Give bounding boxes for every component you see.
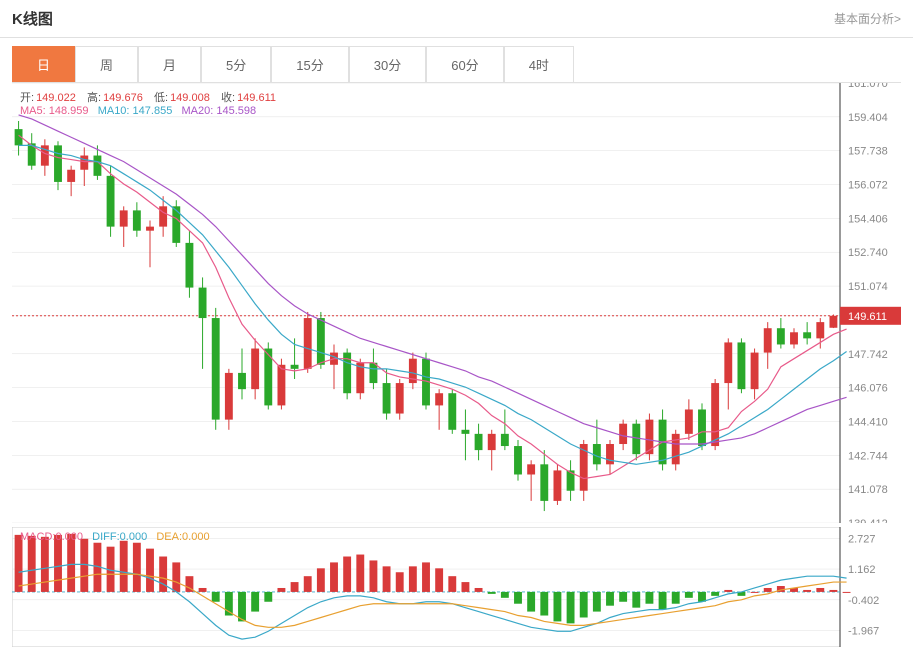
tab-5分[interactable]: 5分 — [201, 46, 271, 82]
main-chart: 开:149.022 高:149.676 低:149.008 收:149.611 … — [12, 83, 901, 523]
candlestick-chart[interactable]: 161.070 159.404 157.738 156.072 154.406 152.7… — [12, 83, 901, 523]
svg-text:151.074: 151.074 — [848, 281, 888, 293]
tab-周[interactable]: 周 — [75, 46, 138, 82]
svg-text:142.744: 142.744 — [848, 450, 888, 462]
tab-60分[interactable]: 60分 — [426, 46, 503, 82]
svg-text:141.078: 141.078 — [848, 484, 888, 496]
ohlc-readout: 开:149.022 高:149.676 低:149.008 收:149.611 — [20, 89, 278, 105]
tab-15分[interactable]: 15分 — [271, 46, 348, 82]
svg-text:149.611: 149.611 — [848, 311, 887, 323]
svg-text:159.404: 159.404 — [848, 112, 888, 124]
svg-text:152.740: 152.740 — [848, 247, 888, 259]
tab-4时[interactable]: 4时 — [504, 46, 574, 82]
analysis-link[interactable]: 基本面分析> — [834, 10, 901, 27]
svg-text:154.406: 154.406 — [848, 213, 888, 225]
ma-readout: MA5: 148.959 MA10: 147.855 MA20: 145.598 — [20, 105, 256, 117]
svg-text:2.727: 2.727 — [848, 533, 876, 545]
tab-日[interactable]: 日 — [12, 46, 75, 82]
timeframe-tabs: 日周月5分15分30分60分4时 — [12, 46, 901, 83]
macd-chart: MACD:0.000 DIFF:0.000 DEA:0.000 2.727 1.1… — [12, 527, 901, 647]
chart-header: K线图 基本面分析> — [0, 0, 913, 38]
svg-text:-0.402: -0.402 — [848, 595, 879, 607]
svg-text:161.070: 161.070 — [848, 83, 888, 90]
svg-text:156.072: 156.072 — [848, 180, 888, 192]
tab-月[interactable]: 月 — [138, 46, 201, 82]
tab-30分[interactable]: 30分 — [349, 46, 426, 82]
svg-text:144.410: 144.410 — [848, 416, 888, 428]
svg-text:157.738: 157.738 — [848, 146, 888, 158]
svg-text:147.742: 147.742 — [848, 349, 888, 361]
svg-text:-1.967: -1.967 — [848, 626, 879, 638]
svg-text:146.076: 146.076 — [848, 383, 888, 395]
chart-title: K线图 — [12, 8, 53, 29]
svg-text:1.162: 1.162 — [848, 564, 876, 576]
svg-text:139.412: 139.412 — [848, 518, 888, 523]
macd-readout: MACD:0.000 DIFF:0.000 DEA:0.000 — [20, 531, 210, 543]
macd-subchart[interactable]: 2.727 1.162 -0.402 -1.967 — [12, 527, 901, 647]
